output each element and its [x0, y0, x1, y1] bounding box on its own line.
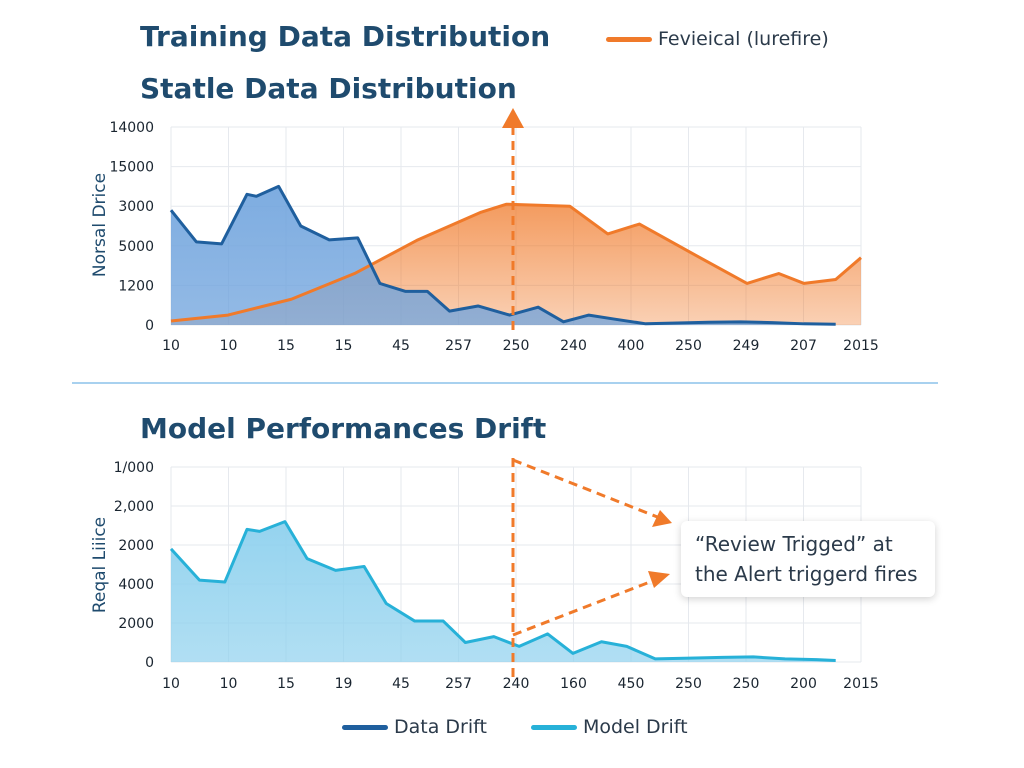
- legend-item-data-drift: Data Drift: [342, 716, 487, 738]
- data-drift-area: [171, 186, 836, 325]
- bottom-y-tick-label: 0: [145, 655, 154, 671]
- callout-line-1: “Review Trigged” at: [695, 532, 893, 556]
- bottom-x-tick-label: 19: [335, 676, 353, 692]
- top-chart-title: Statle Data Distribution: [140, 72, 517, 105]
- top-x-tick-label: 45: [392, 338, 410, 354]
- bottom-x-tick-label: 45: [392, 676, 410, 692]
- orange-legend-label: Fevieical (lurefire): [658, 28, 829, 50]
- bottom-y-tick-label: 2000: [118, 538, 154, 554]
- data-drift-label: Data Drift: [394, 716, 487, 738]
- data-drift-swatch: [342, 724, 388, 730]
- bottom-y-tick-label: 4000: [118, 577, 154, 593]
- fevieical-line: [170, 202, 862, 323]
- bottom-x-tick-label: 250: [733, 676, 760, 692]
- model-drift-line: [169, 520, 836, 662]
- top-legend: Fevieical (lurefire): [606, 28, 829, 50]
- top-y-tick-label: 3000: [118, 199, 154, 215]
- bottom-x-tick-label: 257: [445, 676, 472, 692]
- callout-line-2: the Alert triggerd fires: [695, 562, 918, 586]
- model-drift-area: [171, 521, 836, 662]
- data-drift-line: [169, 184, 836, 326]
- model-drift-swatch: [530, 724, 577, 730]
- section-divider: [72, 382, 938, 384]
- callout-arrow-lower: [512, 578, 656, 637]
- chart-title: Training Data Distribution: [140, 20, 551, 53]
- orange-legend-swatch: [606, 36, 652, 42]
- bottom-x-tick-label: 450: [618, 676, 645, 692]
- top-x-tick-label: 10: [220, 338, 238, 354]
- bottom-y-tick-label: 1/000: [114, 460, 154, 476]
- top-x-tick-label: 249: [733, 338, 760, 354]
- top-x-tick-label: 2015: [843, 338, 879, 354]
- top-y-tick-label: 15000: [109, 160, 154, 176]
- top-x-tick-label: 250: [675, 338, 702, 354]
- bottom-x-tick-label: 250: [675, 676, 702, 692]
- top-x-tick-label: 240: [560, 338, 587, 354]
- bottom-x-tick-label: 15: [277, 676, 295, 692]
- legend-item-model-drift: Model Drift: [530, 716, 688, 738]
- bottom-x-tick-label: 240: [503, 676, 530, 692]
- callout-arrowhead-lower: [648, 571, 670, 588]
- bottom-y-tick-label: 2000: [118, 616, 154, 632]
- top-x-tick-label: 400: [618, 338, 645, 354]
- bottom-chart-title: Model Performances Drift: [140, 412, 547, 445]
- top-y-tick-label: 0: [145, 318, 154, 334]
- bottom-x-tick-label: 10: [220, 676, 238, 692]
- top-y-tick-label: 14000: [109, 120, 154, 136]
- alert-callout: “Review Trigged” at the Alert triggerd f…: [681, 521, 935, 597]
- bottom-x-tick-label: 200: [790, 676, 817, 692]
- top-alert-arrowhead: [502, 108, 524, 128]
- top-x-tick-label: 250: [503, 338, 530, 354]
- top-x-tick-label: 207: [790, 338, 817, 354]
- bottom-x-tick-label: 10: [162, 676, 180, 692]
- top-x-tick-label: 257: [445, 338, 472, 354]
- top-x-tick-label: 10: [162, 338, 180, 354]
- top-y-tick-label: 5000: [118, 239, 154, 255]
- top-x-tick-label: 15: [277, 338, 295, 354]
- callout-arrow-upper: [512, 458, 661, 520]
- model-drift-label: Model Drift: [582, 716, 688, 738]
- callout-arrowhead-upper: [652, 510, 672, 527]
- bottom-y-tick-label: 2,000: [114, 499, 154, 515]
- top-x-tick-label: 15: [335, 338, 353, 354]
- bottom-x-tick-label: 2015: [843, 676, 879, 692]
- top-y-tick-label: 1200: [118, 278, 154, 294]
- bottom-x-tick-label: 160: [560, 676, 587, 692]
- bottom-legend: Data Drift Model Drift: [342, 716, 732, 738]
